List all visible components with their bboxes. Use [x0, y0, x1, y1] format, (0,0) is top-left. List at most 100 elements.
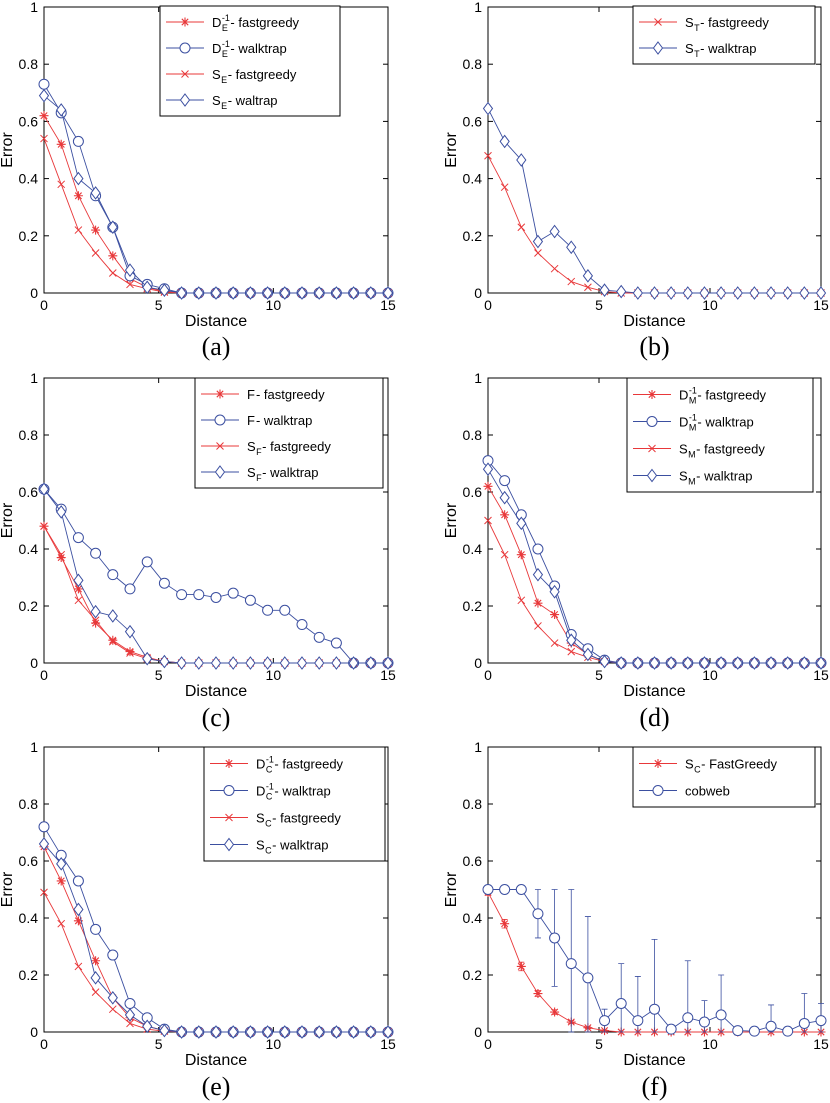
legend-marker	[180, 17, 190, 27]
legend-marker	[652, 785, 664, 796]
y-tick-label: 0.4	[19, 910, 39, 926]
data-point	[616, 284, 627, 299]
panel-caption: (a)	[202, 332, 231, 361]
data-point	[549, 224, 560, 239]
data-point	[38, 482, 50, 496]
data-point	[124, 263, 136, 277]
series-line	[487, 155, 821, 294]
data-point	[483, 481, 493, 491]
data-point	[314, 1025, 325, 1039]
y-tick-label: 1	[30, 739, 38, 755]
data-point	[649, 286, 660, 300]
data-point	[550, 264, 559, 273]
data-point	[348, 1025, 359, 1039]
data-point	[749, 656, 760, 670]
y-tick-label: 1	[474, 739, 482, 755]
data-point	[330, 637, 342, 649]
legend-label: D	[679, 415, 688, 430]
panel-caption: (e)	[202, 1072, 231, 1101]
data-point	[517, 223, 526, 232]
data-point	[193, 589, 205, 601]
legend-suffix: - walktrap	[256, 413, 312, 428]
y-tick-label: 0.2	[463, 967, 483, 983]
data-point	[615, 998, 627, 1009]
series-2	[38, 483, 394, 669]
x-tick-label: 0	[40, 1036, 48, 1052]
data-point	[699, 656, 710, 670]
y-axis-label: Error	[0, 502, 16, 538]
data-point	[193, 286, 204, 300]
x-tick-label: 10	[266, 667, 282, 683]
panel-caption: (b)	[639, 332, 669, 361]
x-axis-label: Distance	[185, 683, 247, 700]
data-point	[782, 656, 793, 670]
data-point	[296, 1025, 308, 1039]
x-tick-label: 0	[484, 297, 492, 313]
legend-subscript: C	[265, 846, 272, 856]
data-point	[666, 286, 677, 300]
data-point	[565, 958, 577, 970]
data-point	[365, 1025, 376, 1039]
legend-suffix: - fastgreedy	[696, 442, 765, 457]
data-point	[57, 919, 66, 928]
data-point	[279, 604, 291, 616]
legend-label: S	[685, 15, 694, 30]
legend-suffix: - fastgreedy	[228, 67, 297, 82]
legend-item: D -1E - fastgreedy	[166, 13, 300, 33]
data-point	[279, 286, 290, 300]
data-point	[193, 656, 204, 670]
data-point	[279, 1025, 290, 1039]
series-2	[482, 101, 827, 300]
data-point	[91, 988, 100, 996]
x-tick-label: 10	[702, 1036, 718, 1052]
y-tick-label: 0.2	[19, 967, 39, 983]
x-tick-label: 5	[155, 297, 163, 313]
series-line	[43, 846, 388, 1033]
data-point	[159, 654, 170, 669]
data-point	[482, 462, 494, 477]
y-tick-label: 0.6	[463, 484, 483, 500]
data-point	[176, 286, 187, 300]
data-point	[499, 475, 511, 487]
legend-item: D -1C - walktrap	[210, 782, 331, 802]
data-point	[534, 249, 542, 257]
legend-box	[194, 377, 384, 489]
data-point	[90, 604, 101, 619]
legend-label: S	[247, 439, 256, 454]
data-point	[715, 656, 727, 670]
data-point	[665, 1023, 677, 1035]
data-point	[599, 283, 610, 297]
data-point	[262, 1025, 273, 1039]
legend-superscript: -1	[222, 39, 230, 49]
data-point	[124, 1008, 136, 1022]
x-tick-label: 10	[702, 667, 718, 683]
data-point	[566, 633, 577, 648]
legend-item: D -1C - fastgreedy	[210, 755, 344, 775]
data-point	[40, 522, 48, 531]
x-tick-label: 0	[40, 667, 48, 683]
x-tick-label: 15	[380, 297, 396, 313]
y-tick-label: 0.6	[19, 113, 39, 129]
legend-subscript: E	[222, 23, 228, 33]
data-point	[193, 1025, 204, 1039]
data-point	[228, 286, 239, 300]
data-point	[515, 884, 527, 895]
legend-suffix: - FastGreedy	[701, 757, 777, 772]
data-point	[715, 1009, 727, 1021]
legend-subscript: C	[694, 765, 701, 775]
legend-marker	[647, 390, 657, 399]
x-tick-label: 15	[380, 1036, 396, 1052]
y-tick-label: 0.8	[463, 56, 483, 72]
data-point	[550, 639, 559, 647]
data-point	[124, 998, 136, 1009]
data-point	[227, 587, 239, 599]
y-tick-label: 0.2	[19, 598, 39, 614]
data-point	[348, 656, 359, 670]
legend-label: S	[247, 465, 256, 480]
data-point	[516, 516, 527, 531]
data-point	[500, 919, 510, 929]
x-axis-label: Distance	[185, 313, 247, 330]
